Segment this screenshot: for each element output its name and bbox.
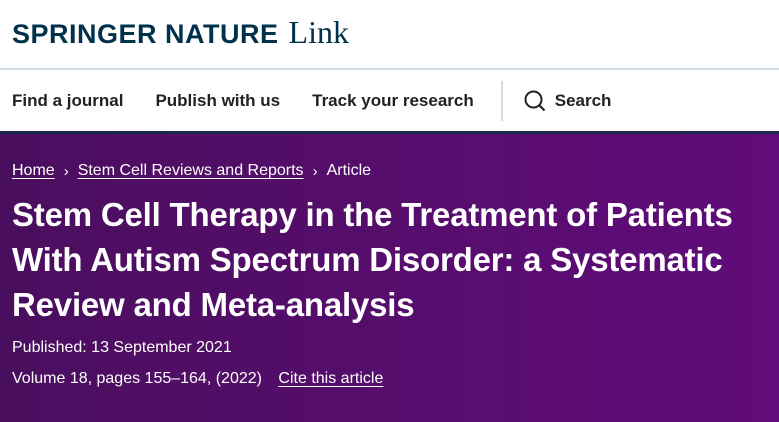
nav-divider: [500, 80, 503, 121]
chevron-right-icon: ›: [312, 162, 318, 180]
volume-info: Volume 18, pages 155–164, (2022): [12, 370, 262, 387]
search-label: Search: [554, 90, 612, 110]
article-title: Stem Cell Therapy in the Treatment of Pa…: [12, 196, 733, 323]
nav-publish[interactable]: Publish with us: [155, 90, 281, 110]
main-nav: Find a journal Publish with us Track you…: [0, 70, 779, 134]
cite-article-link[interactable]: Cite this article: [278, 370, 384, 387]
breadcrumb-home[interactable]: Home: [12, 162, 55, 179]
logo-product: Link: [288, 14, 349, 50]
breadcrumb: Home › Stem Cell Reviews and Reports › A…: [12, 162, 767, 180]
chevron-right-icon: ›: [63, 162, 69, 180]
search-icon: [524, 90, 546, 111]
search-button[interactable]: Search: [523, 89, 612, 113]
breadcrumb-journal[interactable]: Stem Cell Reviews and Reports: [77, 162, 304, 179]
nav-find-journal[interactable]: Find a journal: [12, 90, 124, 110]
article-meta: Volume 18, pages 155–164, (2022) Cite th…: [12, 370, 767, 388]
nav-track-research[interactable]: Track your research: [312, 90, 474, 110]
article-hero: Home › Stem Cell Reviews and Reports › A…: [0, 134, 779, 422]
header-logo[interactable]: SPRINGER NATURE Link: [0, 0, 779, 70]
logo-brand: SPRINGER NATURE: [12, 19, 279, 49]
breadcrumb-current: Article: [326, 162, 372, 179]
published-date: Published: 13 September 2021: [12, 339, 232, 356]
